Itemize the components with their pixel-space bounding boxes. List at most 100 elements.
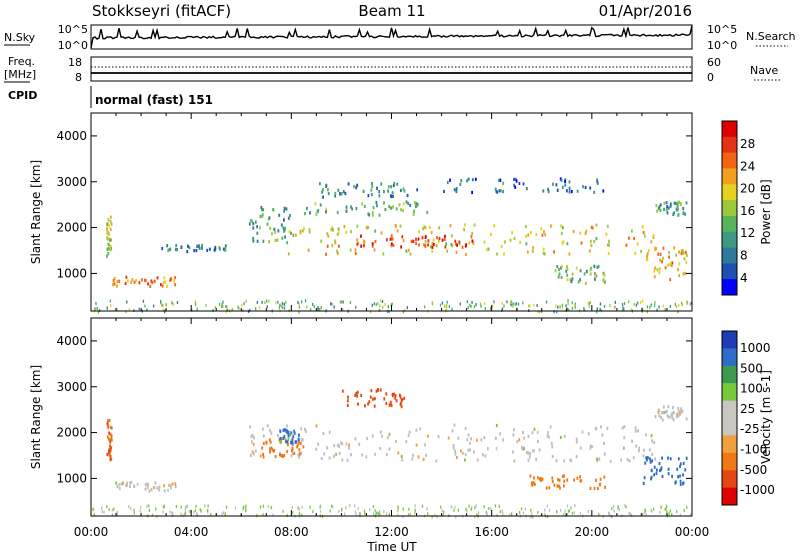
nsky-panel xyxy=(90,24,693,50)
range-cell xyxy=(390,244,393,248)
range-cell xyxy=(634,426,637,430)
range-cell xyxy=(108,453,111,457)
range-cell xyxy=(286,449,289,454)
range-cell xyxy=(339,192,341,196)
colorbar-tick-label: -25 xyxy=(740,422,760,436)
range-cell xyxy=(535,232,538,237)
scatter-cell xyxy=(125,310,127,314)
range-cell xyxy=(328,456,331,460)
range-cell xyxy=(589,272,592,276)
scatter-cell xyxy=(148,504,150,508)
range-cell xyxy=(286,424,288,428)
range-cell xyxy=(672,418,675,422)
x-tick-label: 16:00 xyxy=(474,525,509,539)
range-cell xyxy=(144,487,147,491)
scatter-cell xyxy=(536,303,538,307)
scatter-cell xyxy=(349,504,351,508)
range-cell xyxy=(163,276,166,280)
scatter-cell xyxy=(654,301,656,305)
scatter-cell xyxy=(579,511,582,515)
scatter-cell xyxy=(238,306,240,310)
colorbar-swatch xyxy=(722,418,737,436)
range-cell xyxy=(543,252,546,256)
beam-label: Beam 11 xyxy=(358,2,425,20)
range-cell xyxy=(682,249,684,253)
scatter-cell xyxy=(587,509,590,513)
scatter-cell xyxy=(467,306,469,309)
range-cell xyxy=(250,219,253,223)
range-cell xyxy=(679,203,682,207)
range-cell xyxy=(403,189,406,193)
range-cell xyxy=(667,263,669,267)
scatter-cell xyxy=(266,305,268,309)
range-cell xyxy=(595,237,598,241)
scatter-cell xyxy=(644,508,646,512)
range-cell xyxy=(468,241,471,245)
range-cell xyxy=(650,434,653,438)
scatter-cell xyxy=(680,301,683,305)
range-cell xyxy=(367,212,370,216)
range-cell xyxy=(208,247,211,251)
scatter-cell xyxy=(625,505,627,509)
range-cell xyxy=(454,452,457,456)
scatter-cell xyxy=(454,505,456,509)
range-cell xyxy=(106,227,109,231)
scatter-cell xyxy=(503,304,505,308)
range-cell xyxy=(303,227,305,231)
range-cell xyxy=(589,268,592,272)
range-cell xyxy=(605,232,608,236)
range-cell xyxy=(566,273,569,277)
scatter-cell xyxy=(421,504,424,508)
range-cell xyxy=(512,450,514,454)
range-cell xyxy=(473,450,475,454)
range-cell xyxy=(391,191,394,195)
range-cell xyxy=(188,246,191,250)
range-cell xyxy=(675,415,678,419)
range-cell xyxy=(659,258,662,262)
scatter-cell xyxy=(617,506,619,510)
scatter-cell xyxy=(629,512,632,516)
range-cell xyxy=(550,224,552,228)
range-cell xyxy=(193,249,196,253)
range-cell xyxy=(424,240,427,244)
scatter-cell xyxy=(484,307,486,310)
range-cell xyxy=(679,412,681,416)
range-cell xyxy=(129,484,131,489)
range-cell xyxy=(425,453,427,457)
range-cell xyxy=(646,258,649,262)
range-cell xyxy=(542,189,545,193)
range-cell xyxy=(261,213,264,217)
range-cell xyxy=(251,450,254,454)
range-cell xyxy=(269,450,271,454)
scatter-cell xyxy=(372,505,375,509)
scatter-cell xyxy=(485,511,487,514)
range-cell xyxy=(464,426,467,431)
range-cell xyxy=(112,283,114,287)
range-cell xyxy=(575,266,578,270)
scatter-cell xyxy=(498,504,500,508)
range-cell xyxy=(109,440,112,444)
range-cell xyxy=(533,449,535,453)
range-cell xyxy=(385,401,388,406)
range-cell xyxy=(678,200,681,204)
range-cell xyxy=(525,187,528,191)
range-cell xyxy=(297,438,300,442)
range-cell xyxy=(495,436,497,440)
range-cell xyxy=(660,416,662,420)
scatter-cell xyxy=(441,301,444,305)
range-cell xyxy=(432,242,435,247)
range-cell xyxy=(596,457,598,461)
range-cell xyxy=(174,482,177,486)
range-cell xyxy=(354,251,357,255)
range-cell xyxy=(682,461,685,465)
scatter-cell xyxy=(97,310,100,314)
scatter-cell xyxy=(249,308,251,312)
scatter-cell xyxy=(175,505,178,508)
range-cell xyxy=(463,227,465,232)
scatter-cell xyxy=(106,306,108,310)
scatter-cell xyxy=(280,305,283,309)
scatter-cell xyxy=(665,504,668,508)
range-cell xyxy=(561,185,564,189)
scatter-cell xyxy=(574,504,576,508)
range-cell xyxy=(522,430,524,435)
